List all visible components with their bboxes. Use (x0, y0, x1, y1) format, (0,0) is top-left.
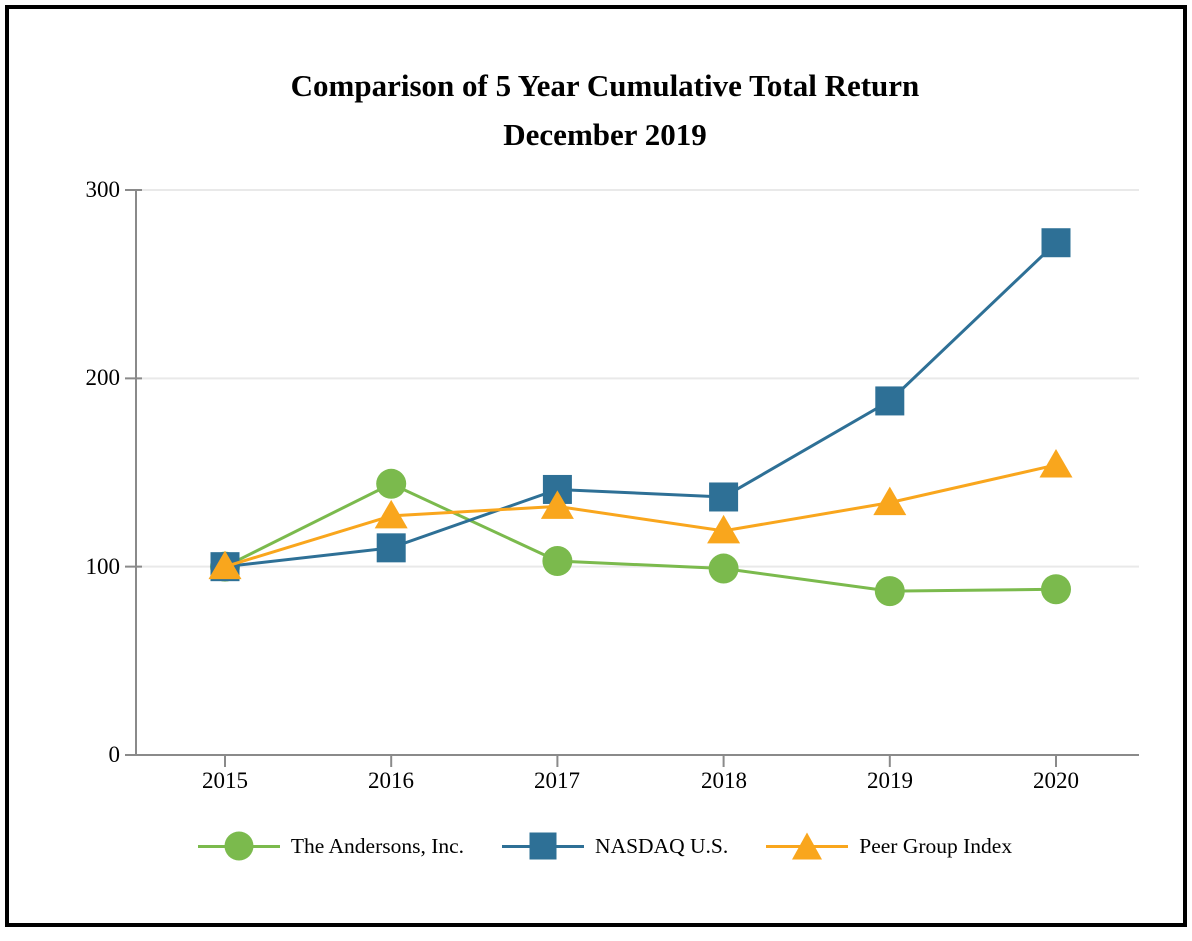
x-tick-label-2016: 2016 (368, 768, 414, 793)
x-tick-label-2018: 2018 (701, 768, 747, 793)
nasdaq-square-marker-icon (502, 829, 585, 863)
legend-item-nasdaq-us: NASDAQ U.S. (502, 829, 728, 863)
legend-label-peer-group: Peer Group Index (859, 833, 1013, 858)
chart-subtitle: December 2019 (503, 117, 707, 152)
peer-group-marker-shape (792, 832, 823, 860)
x-tick-label-2015: 2015 (202, 768, 248, 793)
legend-item-the-andersons: The Andersons, Inc. (197, 829, 465, 863)
andersons-circle-marker-icon (197, 829, 280, 863)
legend-item-peer-group: Peer Group Index (766, 829, 1012, 863)
chart-frame: Comparison of 5 Year Cumulative Total Re… (5, 5, 1187, 927)
plot-area (125, 189, 1139, 767)
peer-group-triangle-marker-icon (766, 829, 849, 863)
y-tick-label-200: 200 (85, 365, 121, 390)
y-tick-label-100: 100 (85, 554, 121, 579)
y-tick-label-0: 0 (108, 742, 121, 767)
chart-title-block: Comparison of 5 Year Cumulative Total Re… (9, 61, 1192, 159)
x-tick-label-2019: 2019 (867, 768, 913, 793)
y-tick-label-300: 300 (85, 177, 121, 202)
nasdaq-marker-shape (529, 832, 557, 860)
andersons-marker-shape (224, 831, 254, 861)
chart-legend: The Andersons, Inc. NASDAQ U.S. Peer Gro… (9, 829, 1192, 863)
legend-label-the-andersons: The Andersons, Inc. (290, 833, 465, 858)
chart-title: Comparison of 5 Year Cumulative Total Re… (290, 68, 920, 103)
legend-label-nasdaq-us: NASDAQ U.S. (595, 833, 729, 858)
x-tick-label-2017: 2017 (534, 768, 580, 793)
x-tick-label-2020: 2020 (1033, 768, 1079, 793)
